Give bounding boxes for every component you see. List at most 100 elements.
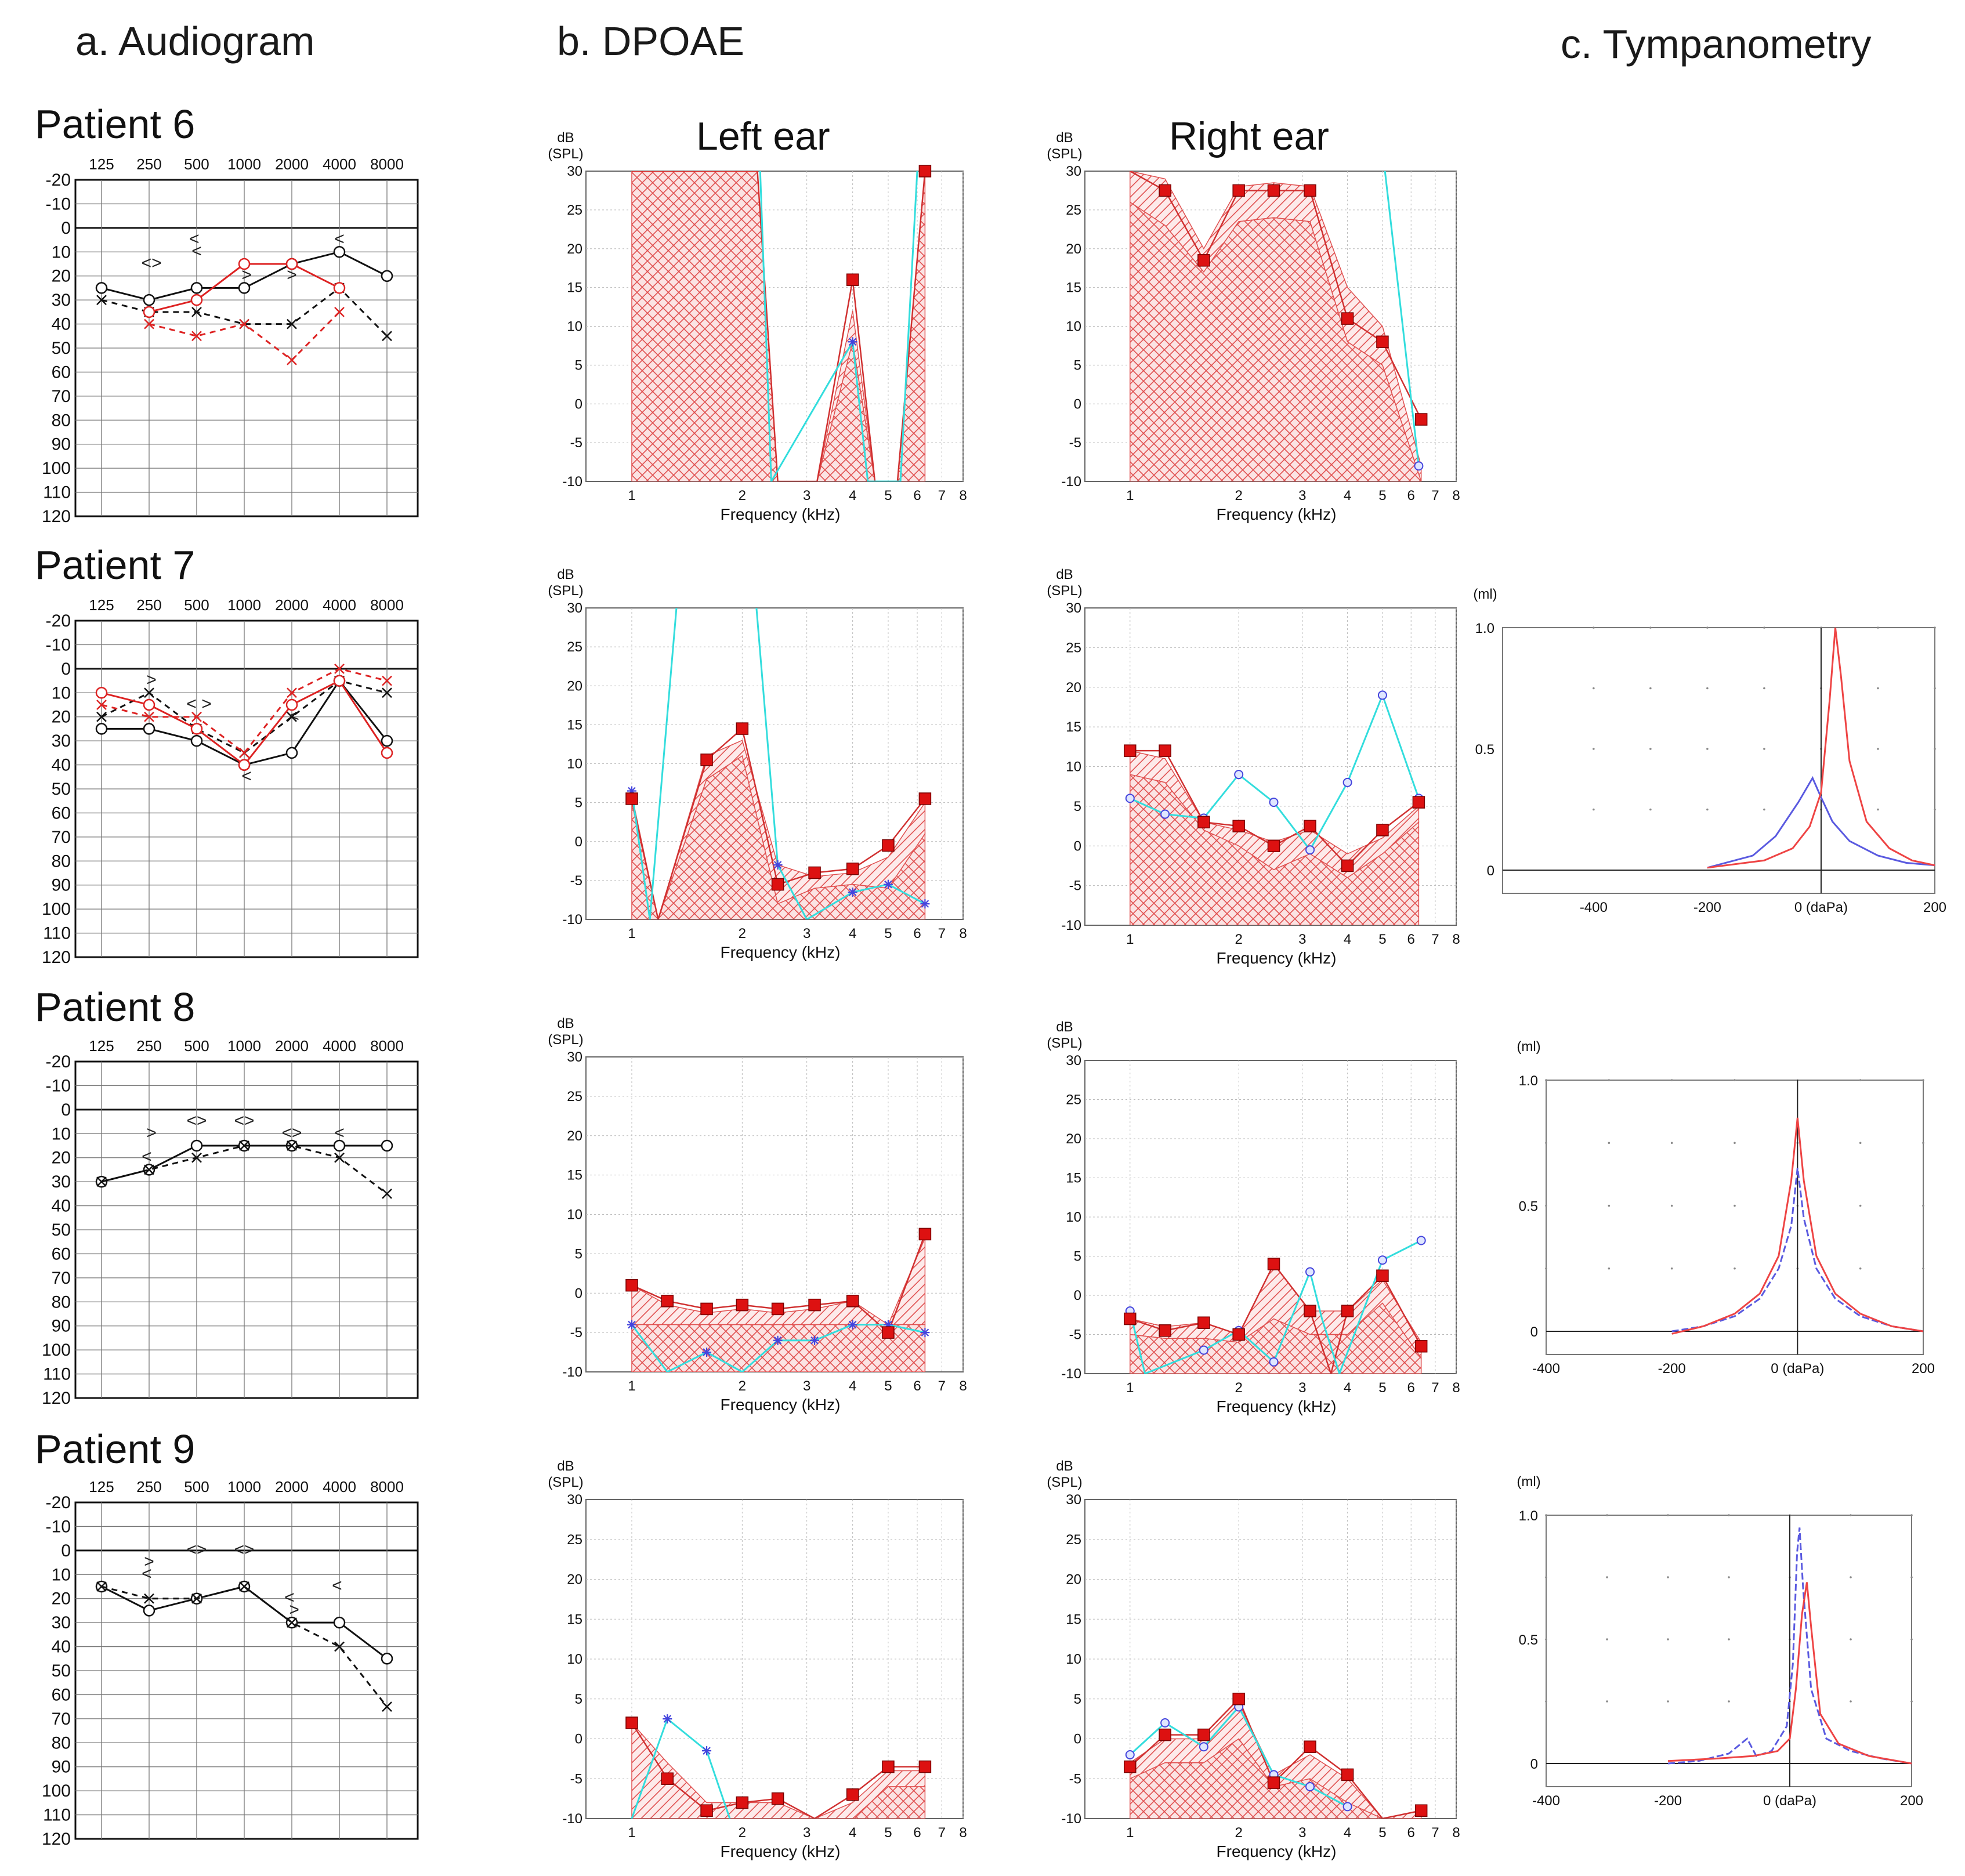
tympanogram-grid-dot [1593,687,1595,690]
noise-star-marker [920,1328,930,1338]
dp-square-marker [1232,820,1245,832]
dpoae-y-tick: 10 [1066,319,1081,335]
audiogram-db-label: 80 [52,852,71,871]
tympanogram-grid-dot [1734,1267,1736,1270]
dpoae-x-tick: 8 [1452,1825,1460,1841]
noise-circle-marker [1377,690,1387,700]
audiogram-o-marker [285,258,298,270]
dpoae-y-tick: 0 [1074,396,1081,412]
dpoae-y-axis-label: dB [557,1458,574,1474]
audiogram-o-marker [190,723,203,735]
tympanogram-grid-dot [1706,808,1709,811]
audiogram-db-label: 40 [52,315,71,334]
tympanogram-grid-dot [1593,748,1595,750]
dpoae-y-tick: -10 [1061,1366,1081,1382]
dp-square-marker [771,1792,784,1805]
audiogram-db-label: -10 [46,635,71,654]
tympanogram-grid-dot [1850,1638,1852,1640]
audiogram-freq-label: 4000 [323,596,356,614]
audiogram-x-marker [334,1641,345,1652]
dp-line [631,171,926,481]
dp-square-marker [736,1796,749,1809]
dpoae-x-tick: 8 [1452,1380,1460,1396]
noise-circle-marker [1160,809,1170,819]
bone-conduction-mark: < [241,766,252,785]
audiogram-db-label: 70 [52,387,71,406]
audiogram-o-marker [285,698,298,711]
dpoae-x-tick: 6 [1407,1380,1415,1396]
dp-square-marker [1197,1316,1210,1329]
audiogram-o-marker [238,258,251,270]
audiogram-o-marker [333,675,346,687]
dp-square-marker [1197,1728,1210,1741]
dp-square-marker [882,839,895,852]
tympanogram-grid-dot [1877,808,1879,811]
noise-line [759,171,918,481]
dpoae-x-tick: 6 [913,488,921,504]
dp-square-marker [1124,744,1137,757]
dp-square-marker [1232,1328,1245,1341]
dp-square-marker [1197,254,1210,267]
tympanogram-grid-dot [1934,687,1936,690]
audiogram-x-marker [144,1164,154,1175]
audiogram-x-marker [287,711,297,722]
dpoae-y-axis-unit: (SPL) [1047,1035,1082,1051]
dp-square-marker [1304,1740,1316,1753]
audiogram-x-marker [191,711,202,722]
tympanogram-grid-dot [1593,626,1595,629]
dpoae-y-tick: 0 [1074,838,1081,854]
audiogram-x-marker [239,1581,249,1592]
dpoae-x-tick: 5 [1378,932,1386,947]
dp-square-marker [1376,1269,1389,1282]
dpoae-x-tick: 2 [1235,488,1243,504]
dpoae-x-axis-label: Frequency (kHz) [1217,1397,1337,1415]
bone-conduction-mark: <> [234,1540,254,1559]
tympanogram-grid-dot [1859,1204,1862,1207]
noise-star-marker [848,1320,857,1330]
audiogram-o-marker [381,1653,393,1665]
tympanogram-grid-dot [1706,626,1709,629]
audiogram-db-label: 50 [52,780,71,799]
dpoae-x-tick: 6 [1407,1825,1415,1841]
dpoae-panel-left: 30 25 20 15 10 5 0 -5 -10 1 2 3 4 5 6 7 8 Frequency (kHz)… [548,567,967,961]
noise-star-marker [773,860,783,870]
dp-square-marker [846,1295,859,1308]
dpoae-y-tick: 20 [567,1572,582,1588]
dpoae-x-tick: 4 [1344,932,1351,947]
audiogram-db-label: 70 [52,1269,71,1288]
dpoae-x-axis-label: Frequency (kHz) [721,1396,841,1414]
audiogram-db-label: 110 [43,1365,71,1384]
audiogram-o-marker [143,698,155,711]
audiogram-db-label: -10 [46,1517,71,1536]
dp-square-marker [1341,312,1354,325]
tympanogram-grid-dot [1670,1079,1673,1081]
audiogram-db-label: 70 [52,828,71,847]
dp-square-marker [918,165,932,178]
bone-conduction-mark: <> [142,253,162,273]
dpoae-x-tick: 7 [1431,1380,1439,1396]
dpoae-y-tick: 5 [575,357,582,373]
bone-conduction-mark: <> [281,1123,302,1142]
tympanogram-y-tick: 1.0 [1519,1073,1538,1089]
audiogram-db-label: 60 [52,1244,71,1263]
noise-circle-marker [1269,1357,1279,1367]
audiogram-freq-label: 1000 [227,155,261,173]
audiogram-db-label: 30 [52,1172,71,1191]
dpoae-y-tick: 20 [567,1128,582,1144]
patient-label: Patient 6 [35,102,195,147]
dpoae-x-tick: 1 [1126,488,1134,504]
dpoae-x-tick: 8 [959,488,967,504]
tympanogram-x-tick: 200 [1912,1361,1935,1377]
dp-square-marker [771,1302,784,1316]
dpoae-y-axis-label: dB [1056,130,1073,146]
tympanogram-y-unit: (ml) [1517,1474,1540,1490]
tympanogram-grid-dot [1734,1079,1736,1081]
audiogram-o-marker [190,734,203,747]
tympanogram-grid-dot [1545,1142,1547,1145]
bone-conduction-mark: < [142,1147,152,1167]
audiogram-x-marker [96,711,107,722]
tympanogram-y-tick: 0 [1530,1757,1538,1772]
dpoae-y-tick: -5 [1069,435,1081,451]
tympanogram-grid-dot [1877,626,1879,629]
tympanogram-grid-dot [1606,1514,1608,1516]
